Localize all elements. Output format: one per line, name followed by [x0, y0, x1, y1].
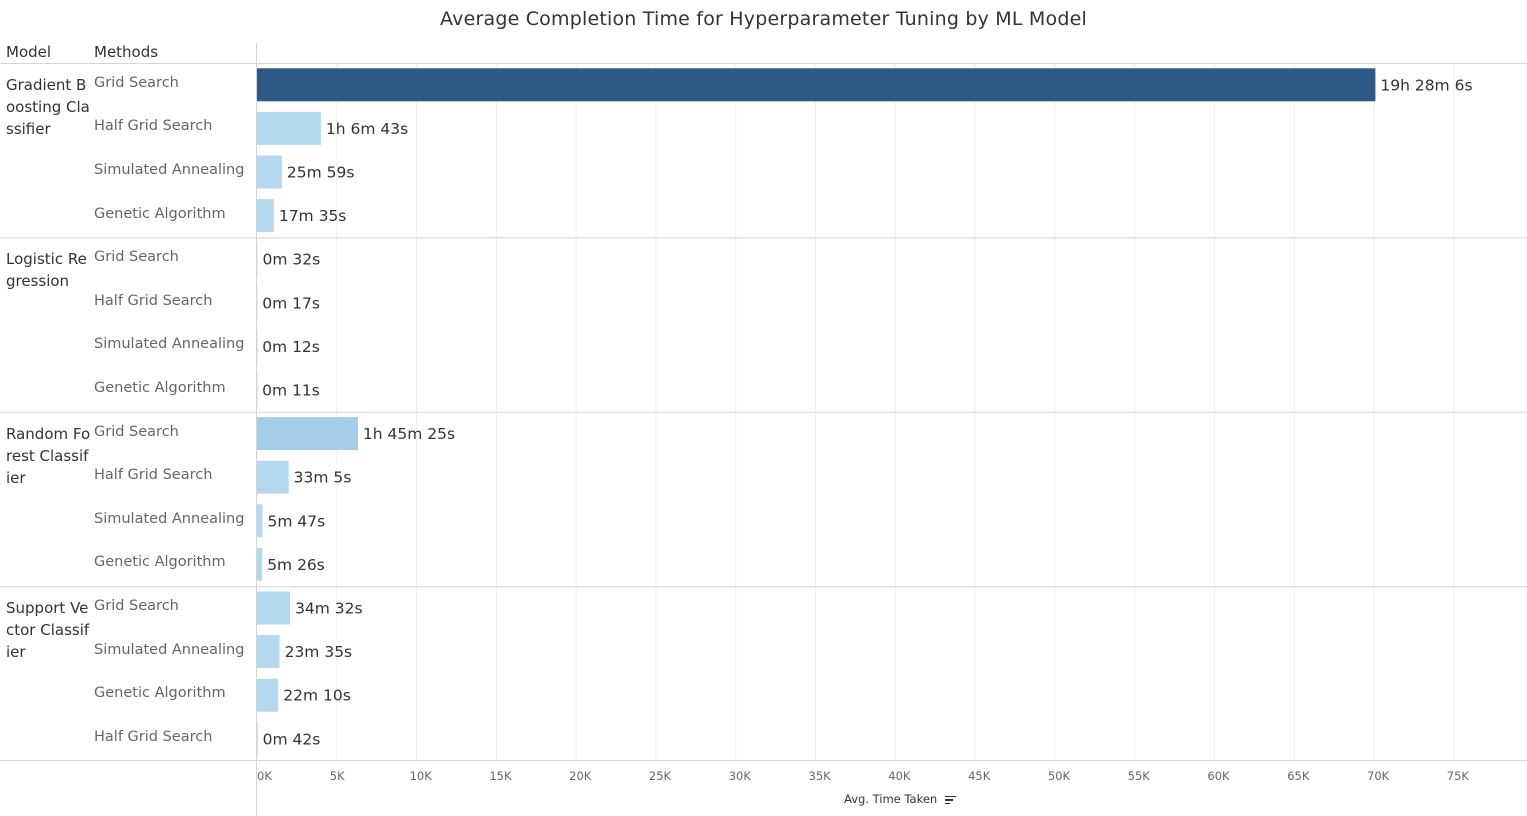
bar-value-label: 0m 32s [263, 251, 321, 269]
x-tick-label: 45K [968, 769, 991, 783]
method-label: Half Grid Search [94, 467, 213, 484]
x-tick-label: 50K [1048, 769, 1071, 783]
method-label: Grid Search [94, 74, 179, 91]
bar [257, 678, 279, 712]
bar-value-label: 33m 5s [294, 469, 352, 487]
x-tick-label: 35K [809, 769, 832, 783]
x-tick-label: 70K [1367, 769, 1390, 783]
bar [257, 111, 321, 145]
x-tick-label: 10K [410, 769, 433, 783]
bar-value-label: 23m 35s [285, 643, 353, 661]
x-tick-label: 5K [330, 769, 345, 783]
bar [257, 242, 258, 276]
model-label: Gradient Boosting Classifier [6, 76, 90, 138]
model-label: Support Vector Classifier [6, 599, 90, 662]
bar-value-label: 0m 42s [263, 730, 321, 748]
method-label: Genetic Algorithm [94, 554, 226, 571]
method-label: Genetic Algorithm [94, 205, 226, 222]
bar [257, 373, 258, 407]
bar [257, 417, 358, 451]
bar-value-label: 5m 26s [267, 556, 325, 574]
x-tick-label: 55K [1128, 769, 1151, 783]
x-tick-label: 15K [489, 769, 512, 783]
bar-value-label: 17m 35s [279, 207, 347, 225]
method-label: Simulated Annealing [94, 641, 245, 658]
method-label: Grid Search [94, 598, 179, 614]
bar-value-label: 1h 45m 25s [363, 425, 455, 443]
model-label: Logistic Regression [6, 250, 87, 291]
model-label: Random Forest Classifier [6, 424, 91, 487]
bar-value-label: 0m 11s [262, 382, 320, 400]
method-label: Genetic Algorithm [94, 380, 226, 396]
bar [257, 286, 258, 320]
method-label: Genetic Algorithm [94, 685, 226, 702]
sort-descending-icon[interactable] [944, 795, 956, 805]
method-label: Simulated Annealing [94, 510, 245, 527]
x-tick-label: 60K [1207, 769, 1230, 783]
bar-value-label: 0m 17s [262, 294, 320, 312]
x-axis-title-text: Avg. Time Taken [844, 792, 938, 806]
bar-value-label: 22m 10s [283, 687, 351, 705]
x-tick-label: 0K [257, 769, 272, 783]
bar-value-label: 5m 47s [268, 512, 326, 530]
bar [257, 460, 289, 494]
bar-value-label: 19h 28m 6s [1380, 76, 1472, 94]
x-tick-label: 65K [1287, 769, 1310, 783]
x-tick-label: 75K [1447, 769, 1470, 783]
bar-value-label: 25m 59s [287, 164, 355, 182]
bar [257, 329, 258, 363]
x-axis-title[interactable]: Avg. Time Taken [844, 792, 956, 806]
method-label: Simulated Annealing [94, 162, 245, 178]
bar [257, 722, 258, 756]
bar [257, 547, 263, 581]
x-tick-label: 20K [569, 769, 592, 783]
method-label: Grid Search [94, 249, 179, 266]
bar-value-label: 34m 32s [295, 600, 363, 618]
chart-title: Average Completion Time for Hyperparamet… [440, 8, 1087, 30]
x-tick-label: 40K [888, 769, 911, 783]
method-label: Half Grid Search [94, 728, 213, 745]
bar [257, 68, 1376, 102]
method-label: Simulated Annealing [94, 336, 245, 353]
bar-value-label: 0m 12s [262, 338, 320, 356]
x-tick-label: 25K [649, 769, 672, 783]
bar [257, 635, 280, 669]
bar [257, 591, 291, 625]
bar [257, 199, 274, 233]
method-label: Half Grid Search [94, 292, 213, 309]
x-tick-label: 30K [729, 769, 752, 783]
row-header-model: Model [6, 43, 52, 61]
bar [257, 504, 263, 538]
row-header-methods: Methods [94, 43, 159, 61]
bar-value-label: 1h 6m 43s [326, 120, 408, 138]
method-label: Half Grid Search [94, 118, 213, 135]
bar [257, 155, 282, 189]
method-label: Grid Search [94, 423, 179, 440]
